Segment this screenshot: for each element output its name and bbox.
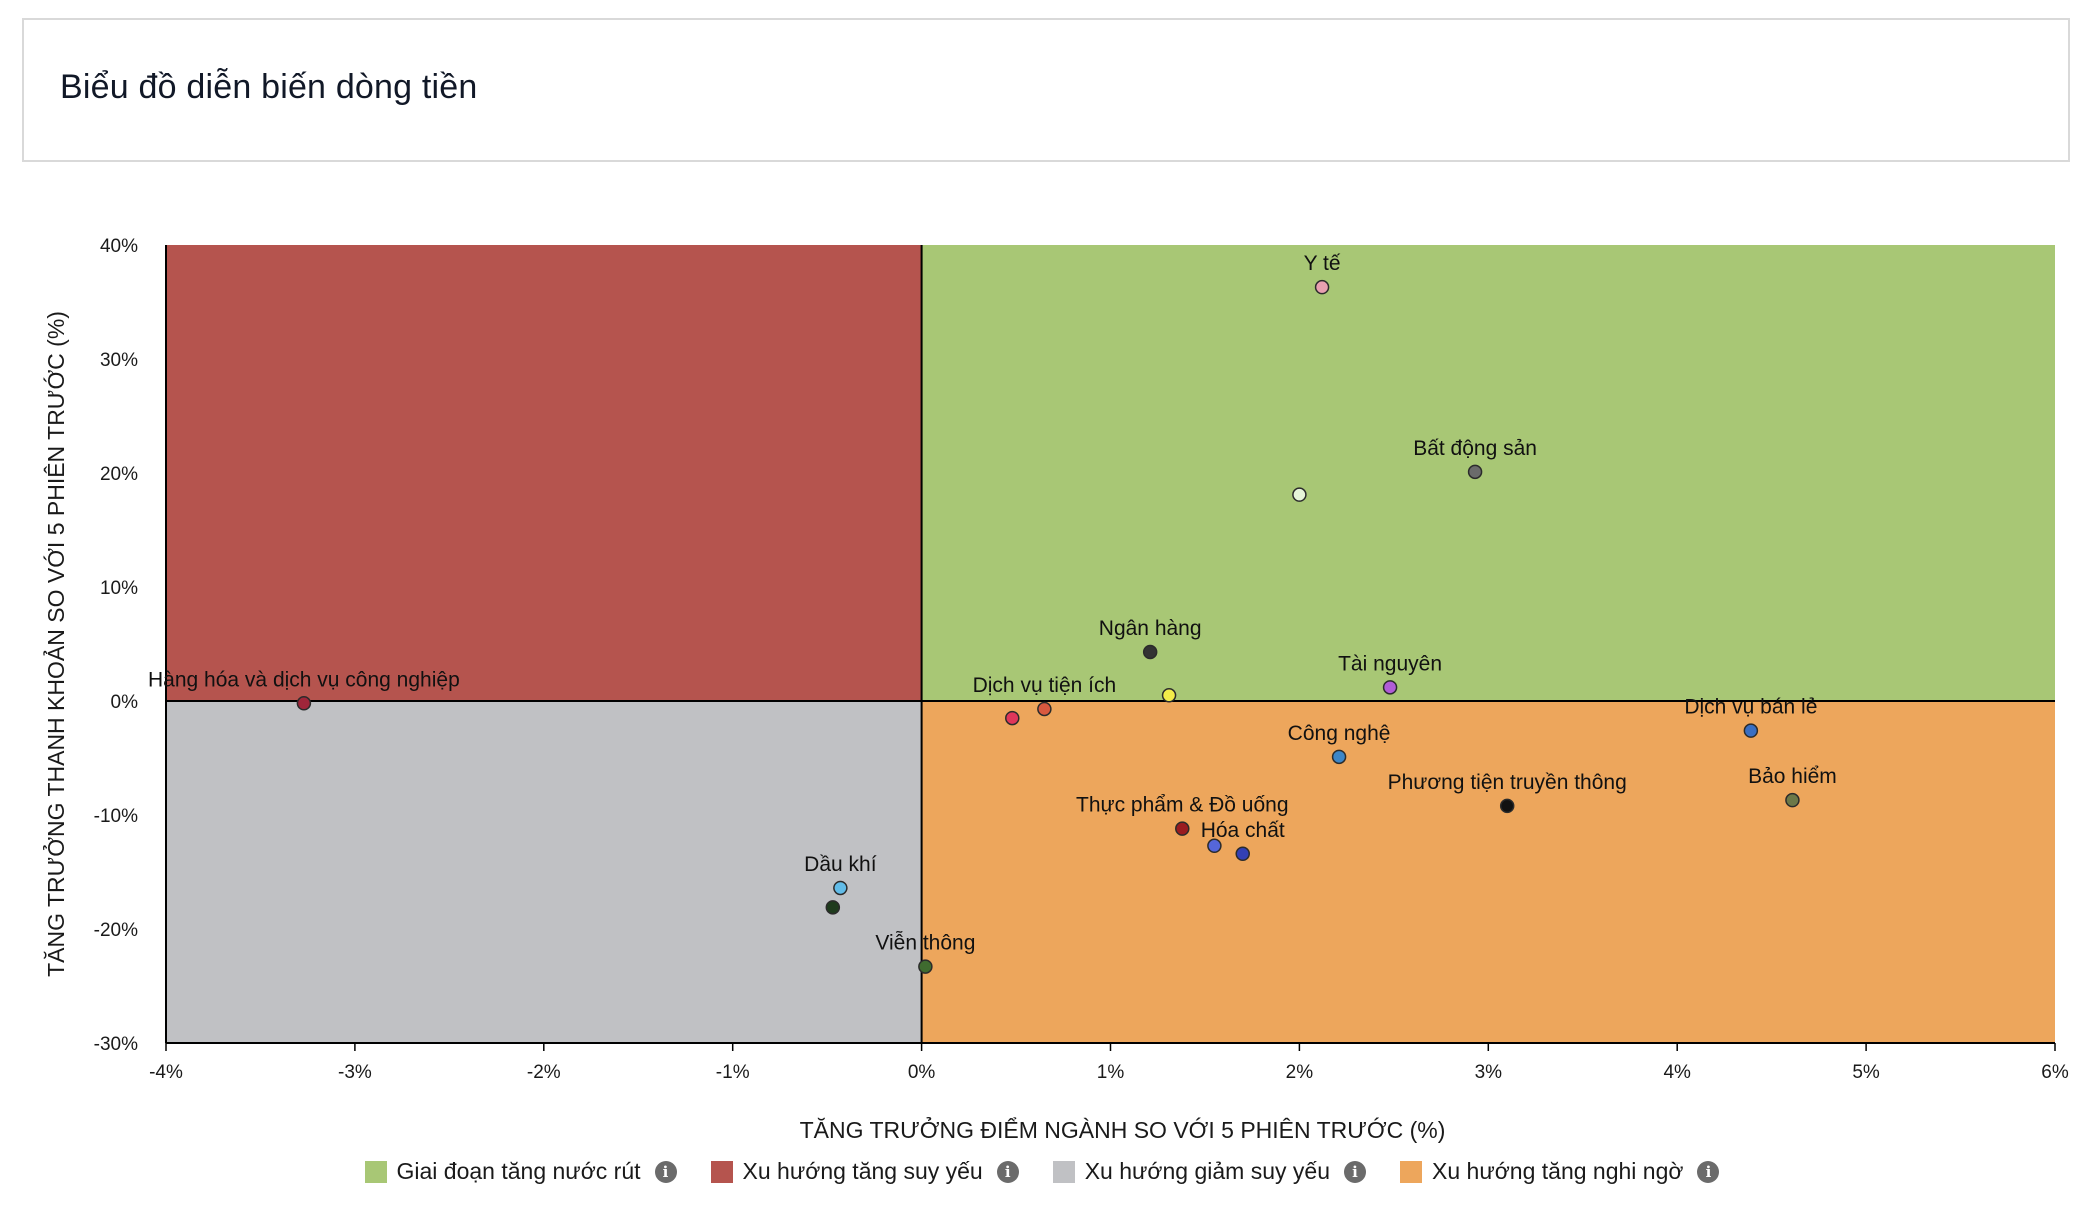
data-point-tai-nguyen [1382, 680, 1398, 695]
legend-swatch [1400, 1160, 1422, 1183]
data-point-unlabeled [1292, 487, 1307, 502]
x-tick-label: 2% [1286, 1062, 1314, 1083]
x-tick-label: 4% [1663, 1062, 1691, 1083]
y-tick-label: -20% [94, 920, 138, 941]
legend-label: Giai đoạn tăng nước rút [396, 1158, 641, 1184]
data-point-dau-khi [833, 880, 848, 896]
data-point-cong-nghe [1331, 749, 1347, 765]
x-tick-label: -2% [527, 1062, 561, 1083]
legend-label: Xu hướng giảm suy yếu [1084, 1158, 1330, 1184]
data-point-ngan-hang [1142, 644, 1158, 660]
point-label-dau-khi: Dầu khí [804, 853, 877, 876]
y-tick-label: 40% [100, 236, 138, 257]
x-tick-label: 0% [908, 1062, 936, 1083]
point-label-phuong-tien-truyen-thong: Phương tiện truyền thông [1388, 771, 1627, 794]
data-point-unlabeled [825, 900, 841, 915]
legend-item-xu-huong-giam-suy-yeu[interactable]: Xu hướng giảm suy yếu i [1052, 1158, 1366, 1185]
data-point-phuong-tien-truyen-thong [1499, 798, 1515, 814]
point-label-vien-thong: Viễn thông [875, 932, 975, 955]
y-tick-label: 20% [100, 464, 138, 485]
info-icon[interactable]: i [1344, 1160, 1366, 1183]
y-axis-title: TĂNG TRƯỞNG THANH KHOẢN SO VỚI 5 PHIÊN T… [41, 311, 69, 977]
x-tick-label: 5% [1852, 1062, 1880, 1083]
point-label-tai-nguyen: Tài nguyên [1338, 652, 1442, 675]
y-tick-label: 10% [100, 578, 138, 599]
quadrant-giai-doan-tang-nuoc-rut [921, 245, 2055, 701]
chart-legend: Giai đoạn tăng nước rút i Xu hướng tăng … [0, 1158, 2084, 1185]
data-point-hoa-chat [1235, 846, 1250, 862]
x-tick-label: -3% [338, 1062, 372, 1083]
point-label-cong-nghe: Công nghệ [1288, 722, 1391, 745]
x-tick-label: 1% [1097, 1062, 1125, 1083]
point-label-dich-vu-ban-le: Dịch vụ bán lẻ [1684, 696, 1817, 719]
data-point-vien-thong [918, 959, 933, 974]
point-label-hang-hoa-va-dich-vu-cong-nghiep: Hàng hóa và dịch vụ công nghiệp [148, 668, 460, 691]
legend-label: Xu hướng tăng suy yếu [742, 1158, 983, 1184]
x-tick-label: 3% [1475, 1062, 1503, 1083]
data-point-dich-vu-tien-ich [1037, 701, 1052, 717]
page-title: Biểu đồ diễn biến dòng tiền [60, 68, 478, 106]
cash-flow-scatter-chart: -4% -3% -2% -1% 0% 1% 2% 3% 4% 5% 6% 40% 30% 20% 10% 0%… [41, 236, 2069, 1143]
x-tick-label: -1% [716, 1062, 750, 1083]
info-icon[interactable]: i [996, 1160, 1019, 1183]
y-tick-label: 0% [111, 692, 139, 713]
data-point-unlabeled [1161, 688, 1177, 703]
legend-item-xu-huong-tang-nghi-ngo[interactable]: Xu hướng tăng nghi ngờ i [1400, 1158, 1720, 1185]
x-tick-label: -4% [149, 1062, 183, 1083]
point-label-hoa-chat: Hóa chất [1201, 819, 1285, 842]
quadrant-xu-huong-tang-suy-yeu [166, 245, 922, 701]
legend-item-giai-doan-tang-nuoc-rut[interactable]: Giai đoạn tăng nước rút i [364, 1158, 677, 1185]
point-label-ngan-hang: Ngân hàng [1099, 617, 1202, 640]
x-tick-label: 6% [2041, 1062, 2069, 1083]
x-axis-title: TĂNG TRƯỞNG ĐIỂM NGÀNH SO VỚI 5 PHIÊN TR… [800, 1115, 1446, 1143]
point-label-thuc-pham-do-uong: Thực phẩm & Đồ uống [1076, 794, 1289, 817]
legend-swatch [1052, 1160, 1075, 1183]
data-point-thuc-pham-do-uong [1175, 821, 1190, 836]
point-label-dich-vu-tien-ich: Dịch vụ tiện ích [973, 674, 1117, 697]
quadrant-xu-huong-tang-nghi-ngo [921, 701, 2055, 1043]
info-icon[interactable]: i [1697, 1160, 1720, 1183]
data-point-dich-vu-ban-le [1743, 723, 1759, 738]
data-point-bao-hiem [1785, 792, 1800, 808]
data-point-unlabeled [1005, 710, 1020, 726]
y-tick-label: 30% [100, 350, 138, 371]
legend-item-xu-huong-tang-suy-yeu[interactable]: Xu hướng tăng suy yếu i [710, 1158, 1019, 1185]
data-point-y-te [1314, 279, 1330, 295]
data-point-bat-dong-san [1467, 464, 1483, 480]
y-tick-label: -30% [94, 1034, 138, 1055]
info-icon[interactable]: i [654, 1160, 677, 1183]
data-point-unlabeled [1207, 838, 1222, 854]
point-label-bat-dong-san: Bất động sản [1413, 437, 1537, 460]
data-point-hang-hoa-va-dich-vu-cong-nghiep [296, 696, 312, 711]
legend-swatch [364, 1160, 387, 1183]
y-tick-label: -10% [94, 806, 138, 827]
point-label-y-te: Y tế [1304, 252, 1341, 275]
legend-label: Xu hướng tăng nghi ngờ [1432, 1158, 1684, 1184]
chart-title-card: Biểu đồ diễn biến dòng tiền [22, 18, 2070, 162]
point-label-bao-hiem: Bảo hiểm [1748, 765, 1837, 788]
legend-swatch [710, 1160, 733, 1183]
quadrant-xu-huong-giam-suy-yeu [166, 701, 922, 1043]
